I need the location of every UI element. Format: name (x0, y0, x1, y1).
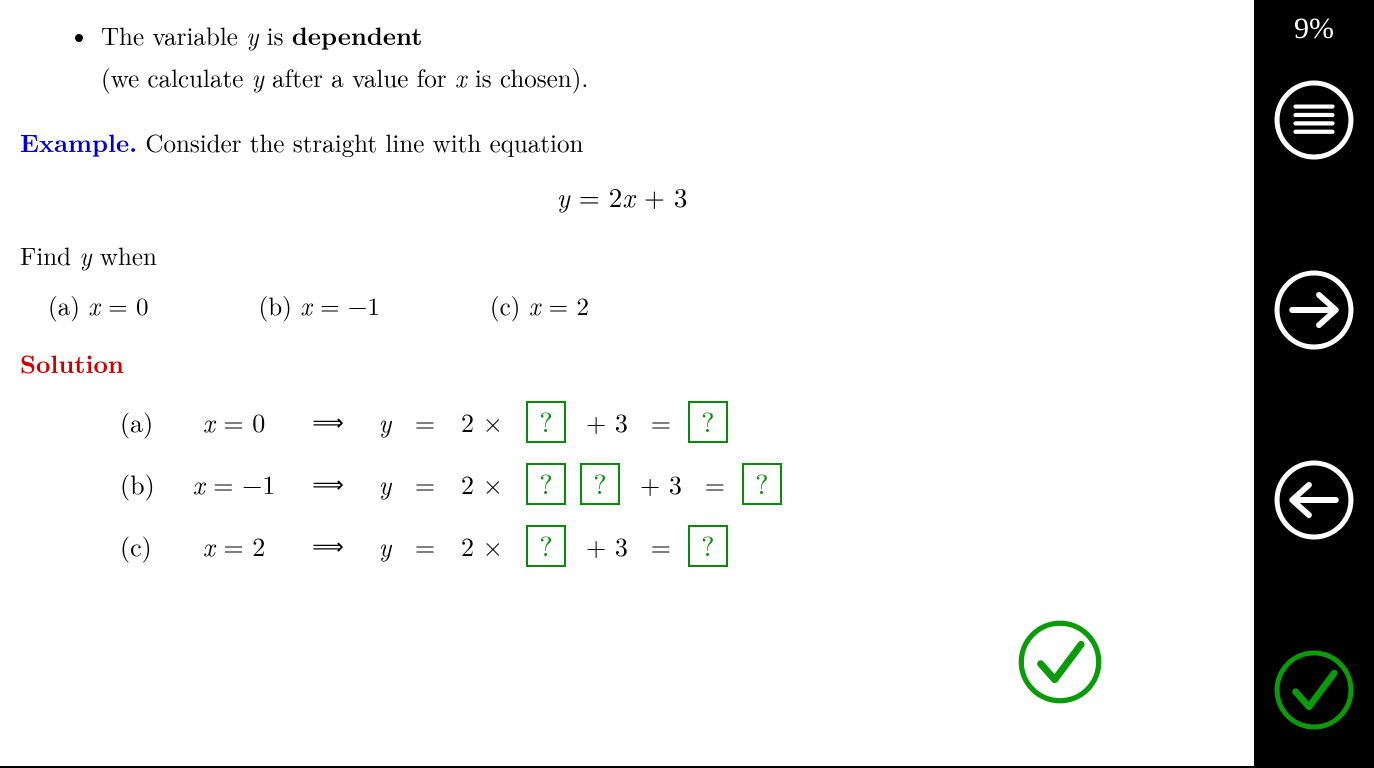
var-y: y (372, 403, 398, 441)
implies-icon: ⟹ (298, 530, 358, 562)
arrow-right-icon (1272, 268, 1356, 352)
var-y: y (246, 18, 258, 53)
val: = 0 (215, 403, 266, 440)
eq-sign: = (570, 177, 609, 215)
example-label: Example. (20, 125, 137, 160)
var-x: x (203, 403, 215, 440)
check-button[interactable] (1270, 646, 1358, 734)
implies-icon: ⟹ (298, 468, 358, 500)
two-times: 2 × (452, 403, 512, 441)
text: Find (20, 238, 79, 273)
solution-label: Solution (20, 346, 124, 381)
answer-box[interactable]: ? (526, 401, 566, 443)
text: after a value for (264, 60, 455, 95)
x-equals: x = 2 (184, 527, 284, 565)
var-x: x (622, 177, 635, 215)
label: (c) (490, 288, 529, 323)
bullet-dot-icon (75, 34, 83, 42)
bullet-item: The variable y is dependent (75, 18, 1224, 54)
part-c: (c) x = 2 (490, 288, 589, 324)
part-a: (a) x = 0 (48, 288, 149, 324)
var-y: y (79, 238, 91, 273)
eq-sign: = (648, 403, 674, 441)
solution-block: Solution (20, 346, 1224, 382)
plus-3: + 3 (635, 177, 688, 215)
bullet-line1: The variable y is dependent (101, 18, 422, 54)
plus-3: + 3 (640, 465, 682, 503)
text: (we calculate (101, 60, 252, 95)
example-equation: y = 2x + 3 (20, 177, 1224, 216)
solution-row-c: (c) x = 2 ⟹ y = 2 × ? + 3 = ? (120, 525, 1224, 567)
answer-box[interactable]: ? (688, 525, 728, 567)
var-x: x (300, 288, 312, 323)
solution-row-b: (b) x = −1 ⟹ y = 2 × ? ? + 3 = ? (120, 463, 1224, 505)
var-x: x (88, 288, 100, 323)
slide-content: The variable y is dependent (we calculat… (0, 0, 1254, 768)
two-times: 2 × (452, 465, 512, 503)
x-equals: x = −1 (184, 465, 284, 503)
answer-box[interactable]: ? (526, 463, 566, 505)
nav-sidebar: 9% (1254, 0, 1374, 768)
arrow-left-icon (1272, 458, 1356, 542)
example-block: Example. Consider the straight line with… (20, 125, 1224, 216)
coef-2: 2 (609, 177, 623, 215)
plus-3: + 3 (586, 527, 628, 565)
val: = −1 (312, 288, 380, 323)
reveal-answers-button[interactable] (1016, 618, 1104, 706)
x-equals: x = 0 (184, 403, 284, 441)
check-icon (1272, 648, 1356, 732)
var-x: x (203, 527, 215, 564)
eq-sign: = (412, 403, 438, 441)
row-label: (b) (120, 465, 170, 503)
label: (a) (48, 288, 88, 323)
solution-row-a: (a) x = 0 ⟹ y = 2 × ? + 3 = ? (120, 401, 1224, 443)
eq-sign: = (648, 527, 674, 565)
var-y: y (372, 465, 398, 503)
bullet-line2: (we calculate y after a value for x is c… (101, 60, 1224, 96)
val: = 2 (215, 527, 266, 564)
answer-box[interactable]: ? (742, 463, 782, 505)
answer-box[interactable]: ? (526, 525, 566, 567)
text: is (258, 18, 291, 53)
two-times: 2 × (452, 527, 512, 565)
text: The variable (101, 18, 246, 53)
parts-row: (a) x = 0 (b) x = −1 (c) x = 2 (48, 288, 1224, 324)
var-y: y (372, 527, 398, 565)
var-y: y (252, 60, 264, 95)
row-label: (c) (120, 527, 170, 565)
answer-box[interactable]: ? (688, 401, 728, 443)
val: = 2 (540, 288, 589, 323)
eq-sign: = (412, 527, 438, 565)
menu-button[interactable] (1270, 76, 1358, 164)
example-text: Consider the straight line with equation (137, 125, 583, 160)
row-label: (a) (120, 403, 170, 441)
part-b: (b) x = −1 (259, 288, 380, 324)
prev-button[interactable] (1270, 456, 1358, 544)
var-x: x (193, 465, 205, 502)
val: = −1 (205, 465, 276, 502)
val: = 0 (100, 288, 149, 323)
solution-table: (a) x = 0 ⟹ y = 2 × ? + 3 = ? (b) x = −1… (120, 401, 1224, 567)
plus-3: + 3 (586, 403, 628, 441)
term-dependent: dependent (292, 18, 423, 53)
var-x: x (529, 288, 541, 323)
eq-sign: = (412, 465, 438, 503)
eq-sign: = (702, 465, 728, 503)
next-button[interactable] (1270, 266, 1358, 354)
progress-percent: 9% (1294, 12, 1334, 46)
menu-lines-icon (1272, 78, 1356, 162)
text: is chosen). (467, 60, 589, 95)
label: (b) (259, 288, 301, 323)
implies-icon: ⟹ (298, 406, 358, 438)
text: when (92, 238, 157, 273)
var-y: y (557, 177, 570, 215)
find-block: Find y when (20, 238, 1224, 274)
var-x: x (455, 60, 467, 95)
answer-box[interactable]: ? (580, 463, 620, 505)
